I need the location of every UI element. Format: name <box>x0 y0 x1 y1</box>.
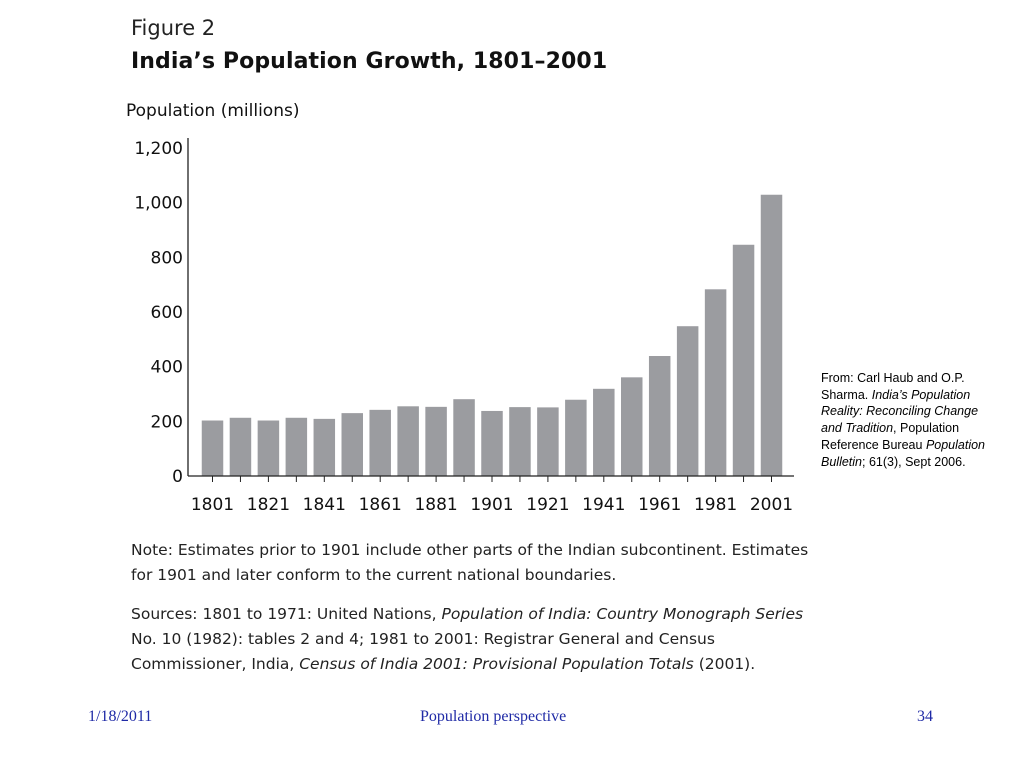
sources-text-1: Sources: 1801 to 1971: United Nations, <box>131 605 442 623</box>
axes-group <box>187 138 794 482</box>
y-tick-label: 800 <box>151 248 183 268</box>
chart-sources: Sources: 1801 to 1971: United Nations, P… <box>131 602 821 677</box>
bar-1821 <box>257 420 280 476</box>
bar-1941 <box>593 388 615 476</box>
y-tick-label: 0 <box>172 467 183 487</box>
y-tick-label: 1,000 <box>134 194 183 214</box>
chart-note: Note: Estimates prior to 1901 include ot… <box>131 538 811 588</box>
citation-note: From: Carl Haub and O.P. Sharma. India’s… <box>821 370 991 470</box>
x-tick-label: 1981 <box>694 495 737 515</box>
bar-1921 <box>537 407 559 476</box>
figure-label: Figure 2 <box>131 16 216 40</box>
bar-1881 <box>425 406 447 476</box>
bar-1931 <box>565 399 587 476</box>
y-tick-label: 400 <box>151 358 183 378</box>
y-tick-label: 1,200 <box>134 139 183 159</box>
x-tick-label: 2001 <box>750 495 793 515</box>
sources-text-5: (2001). <box>693 655 756 673</box>
bar-1981 <box>704 289 727 476</box>
bar-1811 <box>229 417 252 476</box>
sources-text-2: Population of India: Country Monograph S… <box>441 605 804 623</box>
bar-1951 <box>621 377 643 476</box>
bar-1911 <box>509 407 531 476</box>
citation-text-1: From: Carl Haub and O.P. Sharma. <box>821 371 965 402</box>
bar-1971 <box>676 326 699 476</box>
y-tick-label: 600 <box>151 303 183 323</box>
citation-text-3: , Population Reference Bureau <box>821 421 960 452</box>
x-tick-label: 1941 <box>582 495 625 515</box>
x-tick-label: 1881 <box>414 495 457 515</box>
x-tick-labels: 1801 1821 1841 1861 1881 1901 1921 1941 1961 1981… <box>191 495 793 515</box>
footer-title: Population perspective <box>420 708 567 725</box>
bar-1841 <box>313 418 336 476</box>
y-axis-title: Population (millions) <box>126 101 300 121</box>
bar-1991 <box>732 244 755 476</box>
x-tick-label: 1861 <box>359 495 402 515</box>
x-tick-label: 1961 <box>638 495 681 515</box>
sources-text-3: No. 10 (1982): tables 2 and 4; 1981 to 2… <box>131 630 715 673</box>
bar-1891 <box>453 399 475 476</box>
bar-1961 <box>648 356 671 476</box>
citation-text-4: Population Bulletin <box>821 437 986 469</box>
bars-group <box>201 194 783 477</box>
y-tick-label: 200 <box>151 412 183 432</box>
bar-1831 <box>285 417 308 476</box>
x-tick-label: 1801 <box>191 495 234 515</box>
bar-1901 <box>481 410 503 476</box>
footer-date: 1/18/2011 <box>88 708 153 725</box>
note-text: Note: Estimates prior to 1901 include ot… <box>131 541 809 584</box>
bar-1871 <box>397 406 419 476</box>
x-tick-label: 1901 <box>470 495 513 515</box>
x-tick-label: 1841 <box>303 495 346 515</box>
bar-1801 <box>201 420 224 476</box>
bar-2001 <box>760 194 783 477</box>
y-tick-labels: 0 200 400 600 800 1,000 1,200 <box>134 139 183 487</box>
chart-title: India’s Population Growth, 1801–2001 <box>131 49 608 74</box>
sources-text-4: Census of India 2001: Provisional Popula… <box>299 655 694 673</box>
citation-text-2: India’s Population Reality: Reconciling … <box>821 387 979 436</box>
x-tick-label: 1921 <box>526 495 569 515</box>
bar-1861 <box>369 409 391 476</box>
citation-text-5: ; 61(3), Sept 2006. <box>862 454 966 469</box>
x-tick-label: 1821 <box>247 495 290 515</box>
bar-1851 <box>341 413 363 476</box>
footer-page-number: 34 <box>917 708 933 725</box>
